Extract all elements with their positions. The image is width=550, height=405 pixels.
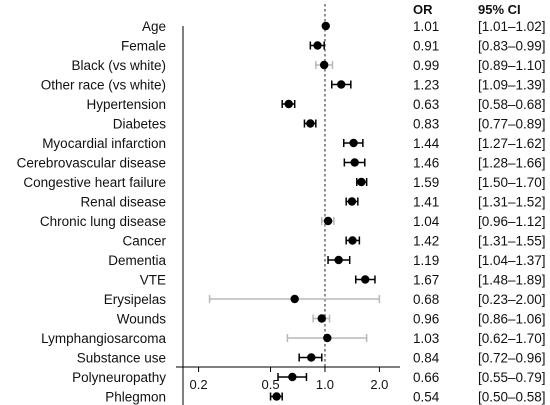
or-value: 0.83: [413, 117, 439, 132]
ci-value: [0.55–0.79]: [478, 370, 546, 385]
or-value: 0.91: [413, 39, 439, 54]
or-point: [349, 138, 358, 148]
or-value: 0.84: [413, 351, 440, 366]
or-value: 1.01: [413, 19, 439, 34]
ci-value: [1.27–1.62]: [478, 136, 546, 151]
ci-value: [1.09–1.39]: [478, 78, 546, 93]
row-label: Lymphangiosarcoma: [41, 331, 166, 346]
ci-value: [0.96–1.12]: [478, 214, 546, 229]
or-value: 0.54: [413, 390, 440, 405]
or-value: 0.96: [413, 312, 439, 327]
ci-value: [1.04–1.37]: [478, 253, 546, 268]
or-point: [323, 333, 332, 343]
or-point: [337, 80, 346, 89]
ci-value: [0.62–1.70]: [478, 331, 546, 346]
or-value: 0.66: [413, 370, 439, 385]
or-point: [323, 216, 333, 226]
row-label: Chronic lung disease: [40, 214, 166, 229]
row-label: Erysipelas: [104, 292, 167, 307]
ci-value: [1.31–1.52]: [478, 195, 546, 210]
or-point: [317, 314, 326, 323]
row-label: Myocardial infarction: [42, 136, 166, 151]
row-label: Phlegmon: [105, 390, 166, 405]
ci-value: [1.01–1.02]: [478, 19, 546, 34]
ci-value: [0.83–0.99]: [478, 39, 546, 54]
row-label: Other race (vs white): [41, 78, 166, 93]
or-point: [288, 372, 297, 382]
ci-value: [0.86–1.06]: [478, 312, 546, 327]
or-point: [272, 392, 281, 401]
or-point: [306, 119, 315, 128]
x-tick-label: 2.0: [370, 377, 388, 392]
row-label: Congestive heart failure: [23, 175, 166, 190]
or-value: 1.19: [413, 253, 439, 268]
or-value: 1.44: [413, 136, 440, 151]
row-label: Female: [121, 39, 166, 54]
x-tick-label: 0.5: [262, 377, 280, 392]
row-label: Age: [142, 19, 166, 34]
x-tick-label: 0.2: [190, 377, 208, 392]
or-value: 1.46: [413, 156, 439, 171]
or-value: 1.42: [413, 234, 439, 249]
row-label: Wounds: [117, 312, 167, 327]
or-point: [361, 275, 370, 284]
row-label: Substance use: [77, 351, 166, 366]
ci-value: [1.28–1.66]: [478, 156, 546, 171]
row-label: Hypertension: [86, 97, 166, 112]
or-point: [319, 60, 329, 70]
row-label: Diabetes: [113, 117, 167, 132]
ci-value: [0.89–1.10]: [478, 58, 546, 73]
or-value: 1.41: [413, 195, 439, 210]
row-label: Black (vs white): [71, 58, 166, 73]
or-value: 1.04: [413, 214, 440, 229]
or-point: [284, 99, 293, 109]
row-label: Cerebrovascular disease: [17, 156, 166, 171]
row-label: VTE: [140, 273, 166, 288]
or-point: [334, 255, 343, 265]
ci-value: [0.77–0.89]: [478, 117, 546, 132]
row-label: Dementia: [108, 253, 166, 268]
x-tick-label: 1.0: [316, 377, 334, 392]
row-label: Renal disease: [80, 195, 166, 210]
or-point: [307, 353, 316, 362]
ci-value: [1.31–1.55]: [478, 234, 546, 249]
or-point: [350, 158, 359, 167]
column-header-ci: 95% CI: [478, 2, 521, 17]
or-value: 0.68: [413, 292, 439, 307]
or-point: [321, 21, 330, 31]
or-value: 1.23: [413, 78, 439, 93]
or-point: [347, 197, 357, 206]
row-label: Cancer: [122, 234, 166, 249]
or-value: 0.63: [413, 97, 439, 112]
ci-value: [1.48–1.89]: [478, 273, 546, 288]
plot-area: 0.2 0.5 1.0 2.0 Age 1.01 [1.01–1.02] Female 0.91…: [17, 4, 546, 405]
or-value: 1.59: [413, 175, 439, 190]
or-value: 1.03: [413, 331, 439, 346]
or-point: [348, 236, 357, 245]
or-point: [357, 177, 366, 187]
or-point: [313, 41, 322, 50]
column-header-or: OR: [413, 2, 433, 17]
or-value: 1.67: [413, 273, 439, 288]
or-value: 0.99: [413, 58, 439, 73]
ci-value: [0.50–0.58]: [478, 390, 546, 405]
ci-value: [0.58–0.68]: [478, 97, 546, 112]
ci-value: [1.50–1.70]: [478, 175, 546, 190]
or-point: [290, 294, 299, 304]
ci-value: [0.23–2.00]: [478, 292, 546, 307]
ci-value: [0.72–0.96]: [478, 351, 546, 366]
row-label: Polyneuropathy: [72, 370, 166, 385]
